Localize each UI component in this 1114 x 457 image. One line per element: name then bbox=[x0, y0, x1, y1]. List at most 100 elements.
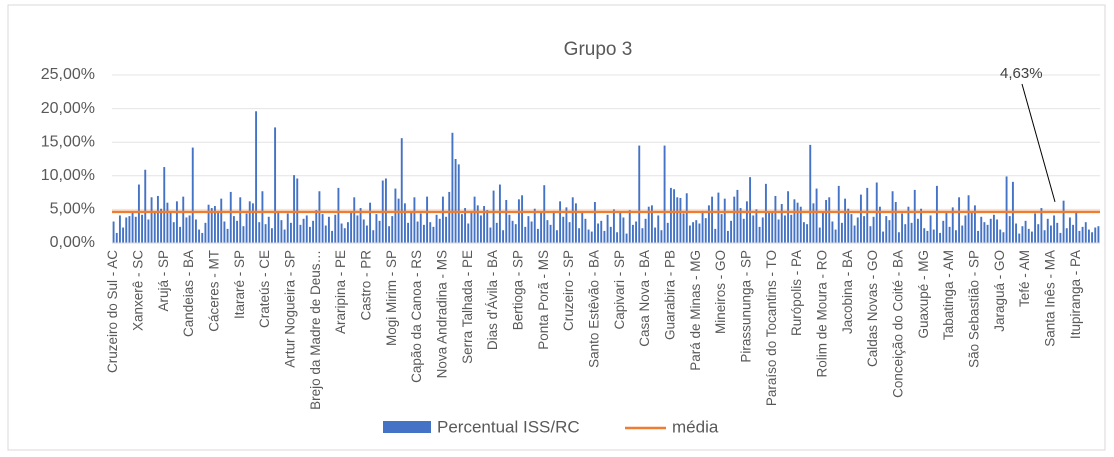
bar bbox=[343, 228, 346, 243]
bar bbox=[365, 225, 368, 243]
bar bbox=[267, 216, 270, 243]
bar bbox=[1043, 230, 1046, 243]
chart-title: Grupo 3 bbox=[564, 39, 633, 60]
bar bbox=[388, 226, 391, 243]
bar bbox=[394, 188, 397, 243]
y-tick-label: 25,00% bbox=[41, 66, 95, 83]
x-tick-label: Bertioga - SP bbox=[510, 250, 525, 330]
bar bbox=[597, 223, 600, 243]
bar bbox=[939, 232, 942, 243]
bar bbox=[568, 222, 571, 243]
bar bbox=[749, 177, 752, 243]
bar bbox=[160, 208, 163, 243]
bar bbox=[692, 222, 695, 243]
bar bbox=[859, 194, 862, 243]
x-tick-label: Jaraguá - GO bbox=[992, 250, 1007, 332]
bar bbox=[299, 224, 302, 243]
bar bbox=[375, 214, 378, 243]
bar bbox=[704, 218, 707, 243]
x-tick-label: Brejo da Madre de Deus… bbox=[308, 250, 323, 410]
y-tick-label: 0,00% bbox=[50, 234, 95, 251]
bar bbox=[815, 188, 818, 243]
y-tick-label: 20,00% bbox=[41, 100, 95, 117]
x-tick-label: Ponta Porã - MS bbox=[536, 250, 551, 350]
x-tick-label: Dias d'Ávila - BA bbox=[485, 250, 500, 350]
bar bbox=[685, 193, 688, 243]
bar bbox=[669, 187, 672, 243]
x-tick-label: Castro - PR bbox=[358, 250, 373, 321]
bar bbox=[464, 208, 467, 243]
x-tick-label: São Sebastião - SP bbox=[966, 250, 981, 368]
bar bbox=[847, 208, 850, 243]
bar bbox=[315, 210, 318, 243]
x-tick-label: Guarabira - PB bbox=[662, 250, 677, 340]
bar bbox=[210, 208, 213, 243]
bar bbox=[1046, 218, 1049, 243]
bar bbox=[951, 207, 954, 243]
bar bbox=[134, 216, 137, 243]
bar bbox=[274, 127, 277, 243]
bar bbox=[717, 192, 720, 243]
bar bbox=[1005, 176, 1008, 243]
bar bbox=[185, 217, 188, 243]
bar bbox=[194, 219, 197, 243]
bar bbox=[739, 208, 742, 243]
bar bbox=[901, 213, 904, 243]
annotation: 4,63% bbox=[1000, 65, 1043, 82]
bar bbox=[1027, 228, 1030, 243]
bar bbox=[654, 227, 657, 243]
bar bbox=[612, 209, 615, 243]
bar bbox=[286, 213, 289, 243]
bar bbox=[973, 205, 976, 243]
bar bbox=[255, 111, 258, 244]
bar bbox=[144, 169, 147, 243]
bar bbox=[524, 226, 527, 243]
x-tick-label: Guaxupé - MG bbox=[916, 250, 931, 339]
bar bbox=[638, 145, 641, 243]
bar bbox=[606, 214, 609, 243]
bar bbox=[923, 228, 926, 243]
bar bbox=[970, 212, 973, 243]
bar bbox=[236, 220, 239, 243]
bar bbox=[400, 138, 403, 243]
bar bbox=[980, 216, 983, 243]
bar bbox=[1094, 227, 1097, 243]
bar bbox=[910, 222, 913, 243]
bar bbox=[305, 215, 308, 243]
bar bbox=[432, 226, 435, 243]
bar bbox=[251, 203, 254, 243]
bar bbox=[821, 211, 824, 243]
x-tick-label: Cruzeiro do Sul - AC bbox=[105, 250, 120, 373]
bar bbox=[324, 225, 327, 243]
bar bbox=[644, 218, 647, 243]
y-tick-label: 10,00% bbox=[41, 167, 95, 184]
bar bbox=[723, 198, 726, 243]
bar bbox=[441, 196, 444, 243]
x-tick-label: Serra Talhada - PE bbox=[460, 250, 475, 364]
bar bbox=[913, 189, 916, 243]
bar bbox=[707, 205, 710, 243]
bar bbox=[799, 206, 802, 243]
bar bbox=[831, 221, 834, 243]
bar bbox=[403, 203, 406, 243]
x-tick-label: Candeias - BA bbox=[181, 250, 196, 337]
bar bbox=[961, 225, 964, 243]
bar bbox=[511, 220, 514, 243]
bar bbox=[1068, 217, 1071, 243]
bar bbox=[999, 229, 1002, 243]
bar bbox=[958, 197, 961, 243]
bar bbox=[498, 184, 501, 243]
bar bbox=[533, 208, 536, 243]
bar bbox=[479, 215, 482, 243]
bar bbox=[714, 228, 717, 243]
bar bbox=[790, 214, 793, 243]
bar bbox=[372, 230, 375, 243]
bar bbox=[473, 196, 476, 243]
bar bbox=[663, 145, 666, 243]
bar bbox=[688, 225, 691, 243]
bar bbox=[429, 222, 432, 243]
bar bbox=[543, 185, 546, 243]
bar bbox=[1081, 226, 1084, 243]
bar bbox=[552, 210, 555, 243]
bar bbox=[698, 223, 701, 243]
